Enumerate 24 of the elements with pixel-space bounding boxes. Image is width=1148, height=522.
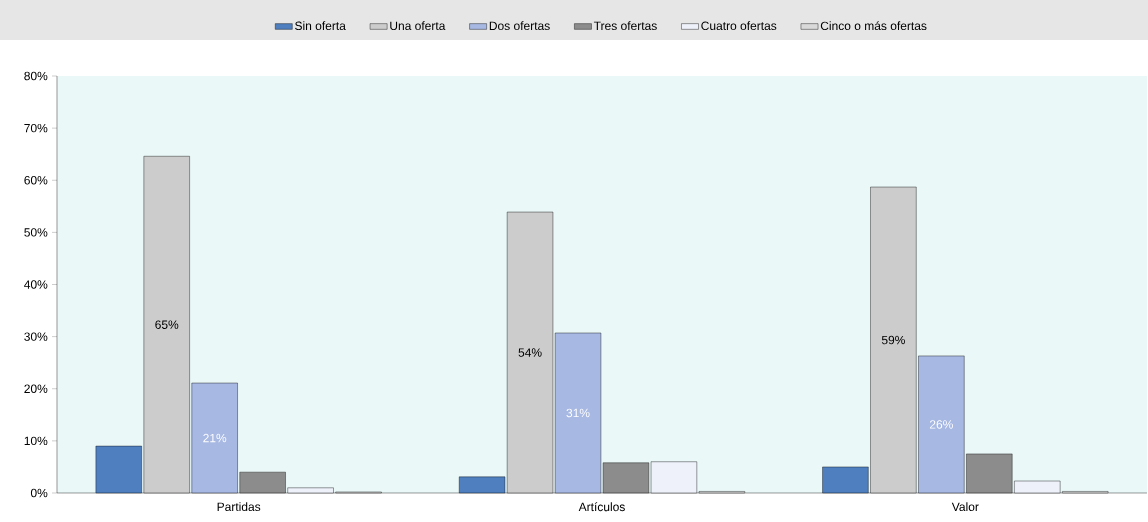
data-label: 65%	[155, 320, 179, 329]
x-tick-label: Artículos	[578, 502, 625, 512]
data-label: 21%	[203, 433, 227, 443]
y-tick-label: 40%	[24, 280, 48, 289]
x-tick-label: Valor	[951, 502, 979, 512]
y-tick-label: 10%	[24, 436, 48, 446]
legend-label: Dos ofertas	[489, 21, 550, 31]
legend-label: Tres ofertas	[593, 21, 657, 31]
y-tick-label: 30%	[24, 332, 48, 341]
y-tick-label: 70%	[24, 123, 48, 133]
data-label: 54%	[518, 348, 542, 357]
legend-label: Cuatro ofertas	[701, 21, 777, 31]
legend-label: Una oferta	[390, 21, 446, 31]
data-label: 26%	[929, 420, 953, 429]
y-tick-label: 80%	[24, 71, 48, 81]
legend-label: Cinco o más ofertas	[820, 21, 927, 31]
legend-label: Sin oferta	[295, 21, 346, 31]
y-tick-label: 50%	[24, 228, 48, 237]
y-tick-label: 0%	[30, 488, 48, 498]
data-label: 59%	[881, 335, 905, 345]
data-label: 31%	[566, 408, 590, 418]
x-tick-label: Partidas	[217, 502, 261, 512]
y-tick-label: 60%	[24, 176, 48, 185]
y-tick-label: 20%	[24, 384, 48, 393]
